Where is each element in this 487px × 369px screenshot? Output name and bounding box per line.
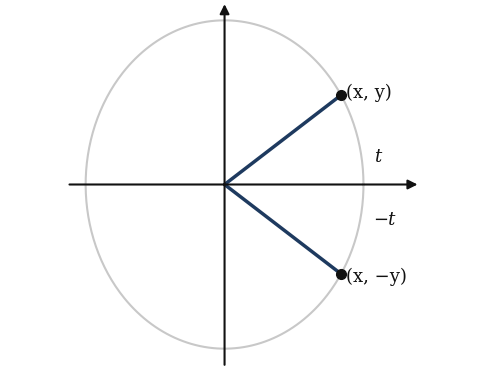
Text: (x, y): (x, y) xyxy=(346,83,392,102)
Text: −t: −t xyxy=(374,211,396,229)
Text: (x, −y): (x, −y) xyxy=(346,267,407,286)
Text: t: t xyxy=(374,148,381,166)
